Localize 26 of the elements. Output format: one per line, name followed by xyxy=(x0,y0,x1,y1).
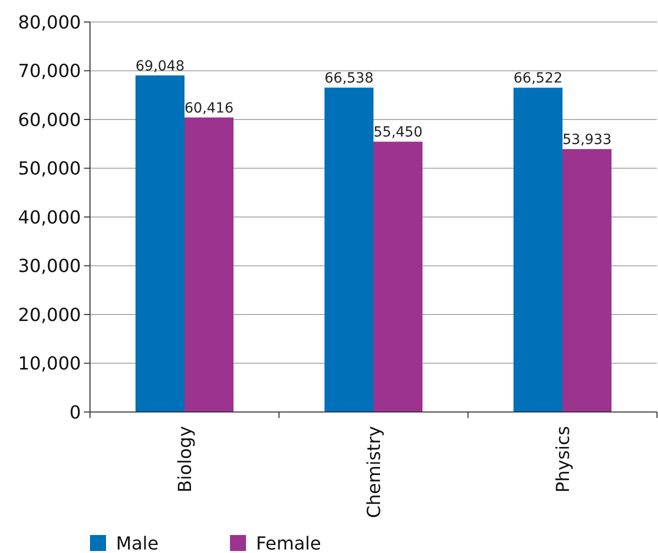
x-tick-label: Chemistry xyxy=(364,426,385,518)
bar xyxy=(562,149,612,412)
bar xyxy=(184,117,234,412)
data-label: 55,450 xyxy=(374,124,422,141)
legend-label: Female xyxy=(256,533,322,553)
data-label: 60,416 xyxy=(184,100,234,116)
y-tick-label: 10,000 xyxy=(18,354,81,375)
data-label: 66,538 xyxy=(324,70,374,87)
y-tick-label: 0 xyxy=(70,402,81,424)
bar xyxy=(514,88,562,412)
y-tick-label: 70,000 xyxy=(18,61,81,82)
x-tick-label: Physics xyxy=(552,426,574,493)
y-tick-label: 30,000 xyxy=(18,256,81,278)
data-label: 66,522 xyxy=(514,70,562,87)
y-tick-label: 20,000 xyxy=(18,304,81,326)
y-tick-label: 80,000 xyxy=(18,12,81,34)
legend-label: Male xyxy=(116,533,159,553)
y-tick-label: 60,000 xyxy=(18,110,81,131)
x-tick-label: Biology xyxy=(174,426,196,492)
bar xyxy=(324,88,374,412)
bar xyxy=(136,75,184,412)
y-tick-label: 40,000 xyxy=(18,207,81,228)
y-tick-label: 50,000 xyxy=(18,158,81,180)
data-label: 69,048 xyxy=(136,58,184,74)
bar xyxy=(374,142,422,412)
data-label: 53,933 xyxy=(562,132,612,148)
